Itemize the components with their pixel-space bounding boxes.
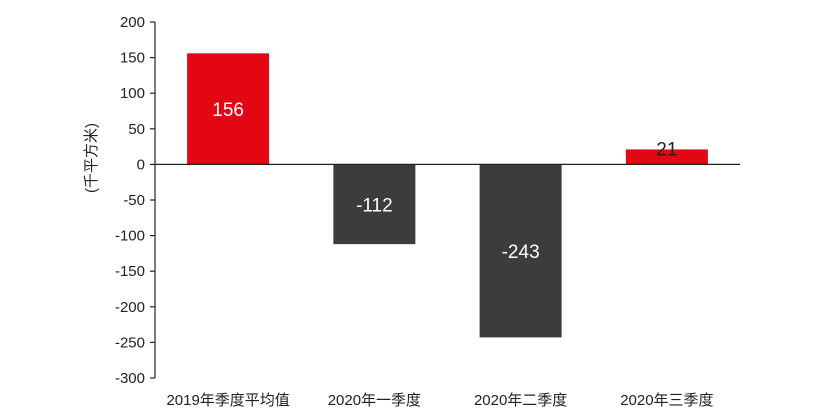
bar	[187, 53, 270, 165]
bar	[479, 164, 562, 338]
bar	[333, 164, 416, 245]
category-label: 2019年季度平均值	[166, 392, 289, 409]
y-tick-label: -150	[115, 263, 145, 280]
y-tick-label: 100	[120, 85, 145, 102]
category-axis: 2019年季度平均值 2020年一季度 2020年二季度 2020年三季度	[166, 392, 713, 409]
y-tick-label: -200	[115, 299, 145, 316]
y-tick-label: 50	[128, 121, 145, 138]
bar-value-label: -112	[356, 195, 393, 216]
bar-value-label: 21	[656, 139, 677, 160]
y-axis-label: (千平方米)	[83, 123, 100, 193]
category-label: 2020年三季度	[620, 392, 713, 409]
bar-labels: 156 -112 -243 21	[155, 100, 740, 263]
bar-value-label: -243	[502, 242, 540, 263]
bars	[187, 53, 708, 338]
bar	[625, 149, 708, 165]
y-tick-label: 0	[137, 156, 145, 173]
category-label: 2020年一季度	[328, 392, 421, 409]
y-tick-label: -100	[115, 228, 145, 245]
y-tick-label: 200	[120, 14, 145, 31]
bar-value-label: 156	[212, 100, 244, 121]
y-tick-label: -50	[123, 192, 145, 209]
y-tick-label: -250	[115, 334, 145, 351]
y-axis: 200 150 100 50 0 -50 -100 -150 -200 -250 -300	[115, 14, 156, 387]
y-tick-label: -300	[115, 370, 145, 387]
y-tick-label: 150	[120, 50, 145, 67]
category-label: 2020年二季度	[474, 392, 567, 409]
